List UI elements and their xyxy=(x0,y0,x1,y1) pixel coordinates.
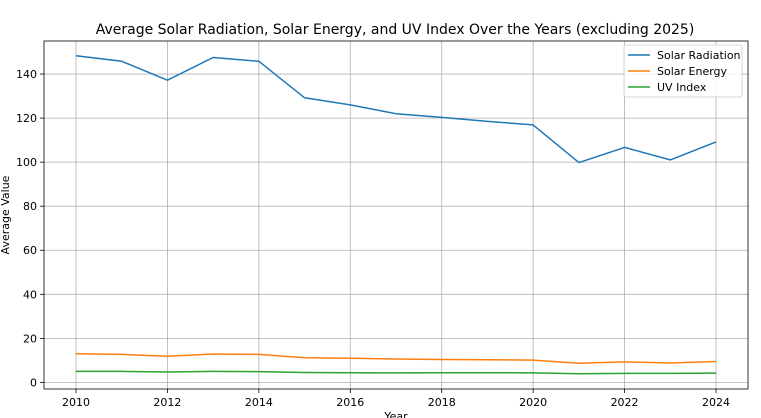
y-tick-label: 40 xyxy=(23,288,37,301)
series-line-solar-energy xyxy=(75,353,717,364)
x-tick-label: 2016 xyxy=(336,396,364,409)
x-tick-label: 2020 xyxy=(519,396,547,409)
y-tick-label: 60 xyxy=(23,244,37,257)
y-tick-label: 80 xyxy=(23,200,37,213)
x-tick-label: 2024 xyxy=(702,396,730,409)
chart-title: Average Solar Radiation, Solar Energy, a… xyxy=(96,22,695,38)
legend-label-solar-radiation: Solar Radiation xyxy=(657,49,741,62)
y-tick-label: 140 xyxy=(16,68,37,81)
x-axis-ticks: 2010 2012 2014 2016 2018 2020 2022 2024 xyxy=(62,389,730,409)
y-axis-title: Average Value xyxy=(0,175,12,254)
series-line-solar-radiation xyxy=(75,55,717,164)
y-tick-label: 120 xyxy=(16,112,37,125)
legend-box xyxy=(623,44,743,98)
y-tick-label: 0 xyxy=(30,376,37,389)
y-tick-label: 20 xyxy=(23,332,37,345)
legend: Solar Radiation Solar Energy UV Index xyxy=(623,44,743,98)
series-lines xyxy=(75,55,717,375)
x-tick-label: 2014 xyxy=(245,396,273,409)
legend-label-uv-index: UV Index xyxy=(657,81,707,94)
y-axis-ticks: 0 20 40 60 80 100 120 140 xyxy=(16,68,44,389)
x-tick-label: 2010 xyxy=(62,396,90,409)
legend-label-solar-energy: Solar Energy xyxy=(657,65,728,78)
x-tick-label: 2018 xyxy=(428,396,456,409)
grid-lines xyxy=(44,41,748,389)
series-line-uv-index xyxy=(76,370,717,375)
x-tick-label: 2022 xyxy=(611,396,639,409)
plot-area-frame xyxy=(43,40,749,390)
x-axis-title: Year xyxy=(383,410,408,418)
x-tick-label: 2012 xyxy=(153,396,181,409)
y-tick-label: 100 xyxy=(16,156,37,169)
